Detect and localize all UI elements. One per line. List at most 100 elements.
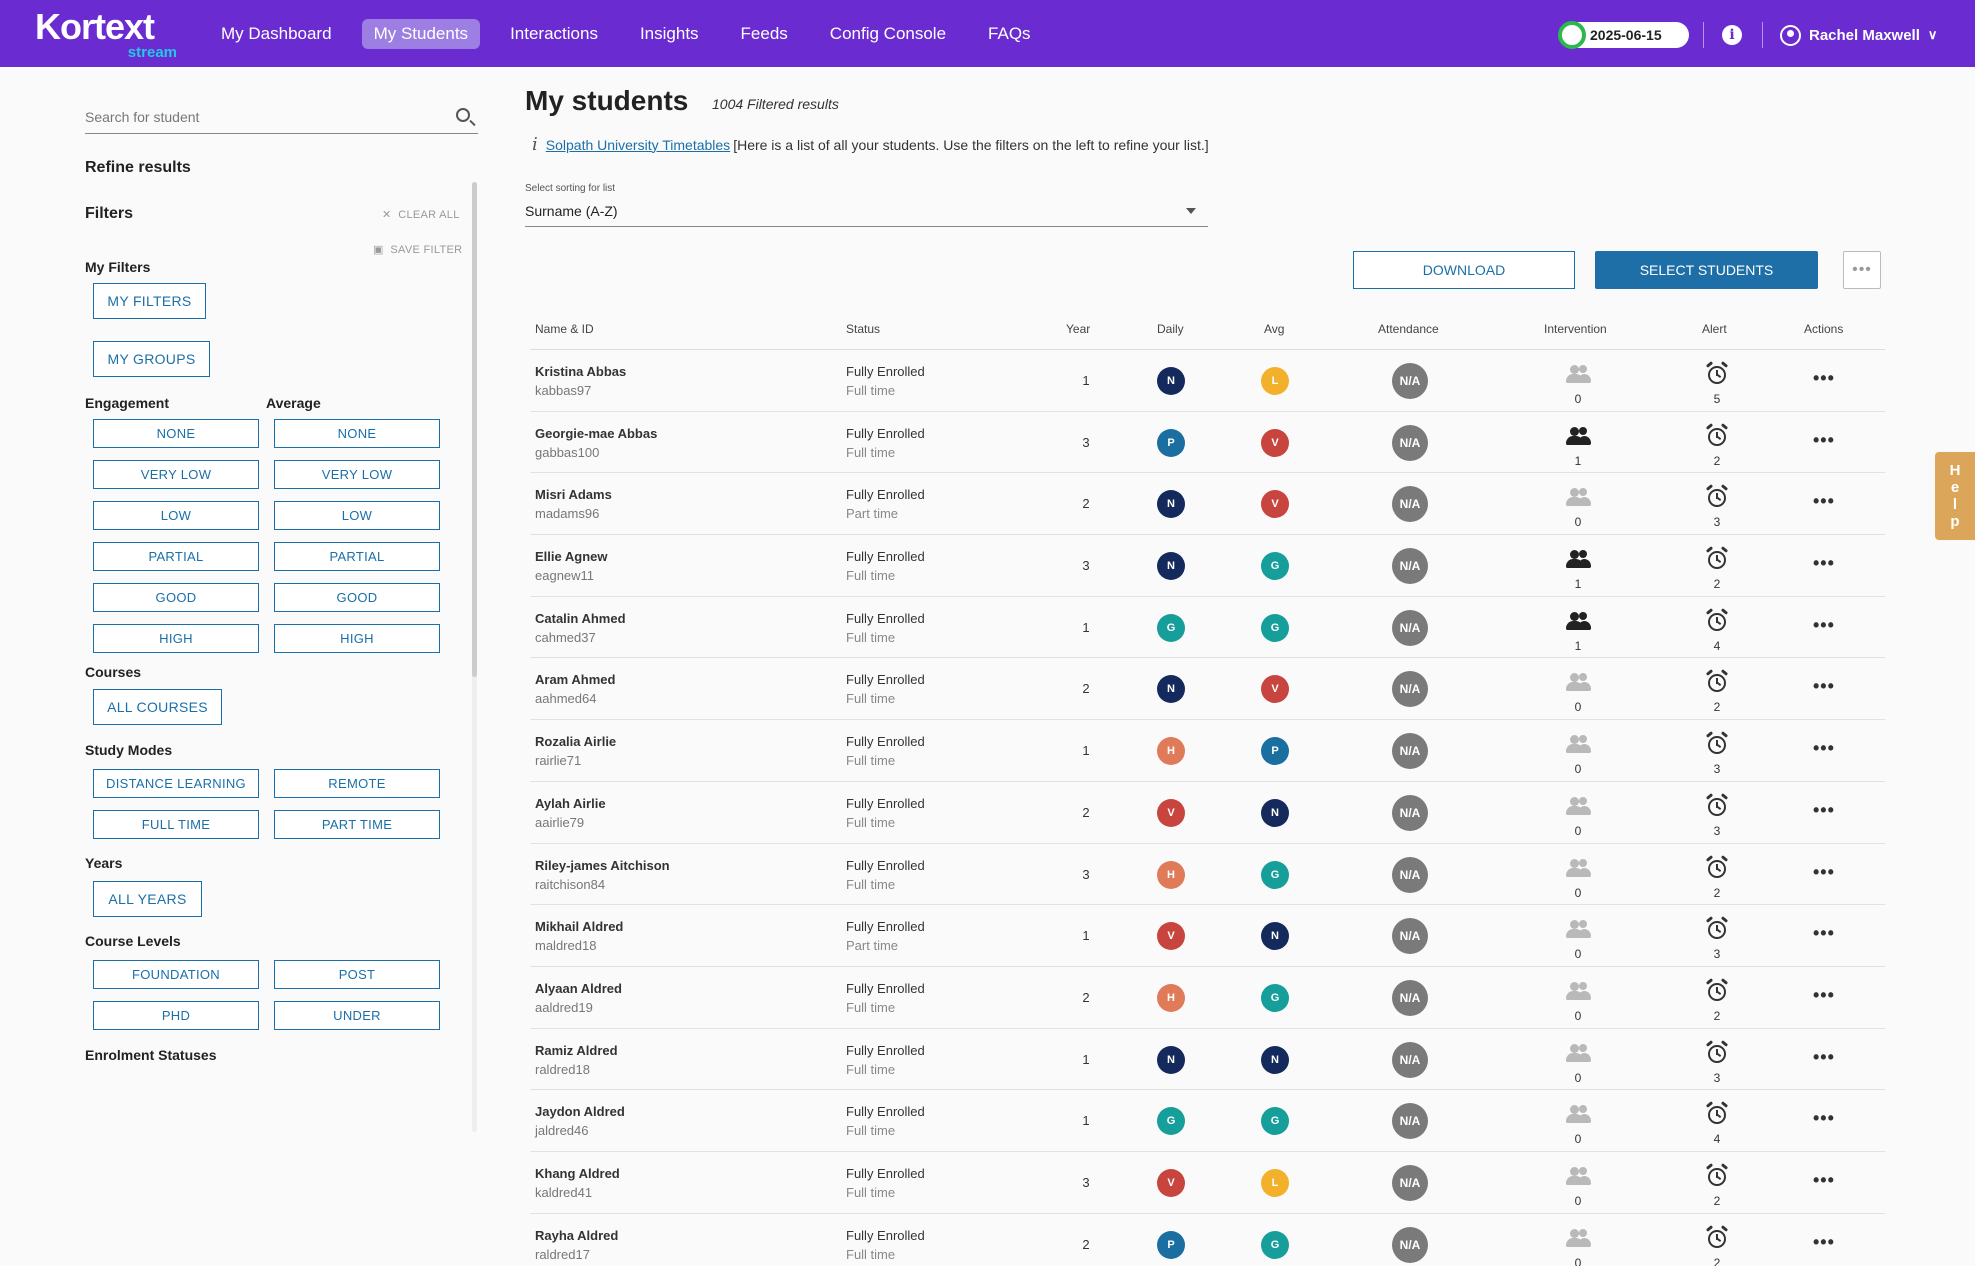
intervention-icon[interactable] [1560,550,1596,570]
engagement-high-button[interactable]: HIGH [93,624,259,653]
nav-insights[interactable]: Insights [639,23,699,43]
timetables-link[interactable]: Solpath University Timetables [545,136,731,153]
all-courses-button[interactable]: ALL COURSES [93,689,222,725]
alarm-clock-icon[interactable] [1705,361,1729,385]
alarm-clock-icon[interactable] [1705,607,1729,632]
alarm-clock-icon[interactable] [1705,422,1729,447]
header-year[interactable]: Year [1066,322,1091,336]
row-actions-button[interactable]: ••• [1813,1108,1835,1129]
course-level-phd-button[interactable]: PHD [93,1001,259,1030]
row-actions-button[interactable]: ••• [1813,1046,1835,1067]
row-actions-button[interactable]: ••• [1813,553,1835,574]
course-level-foundation-button[interactable]: FOUNDATION [93,960,259,989]
table-row[interactable]: Khang Aldred kaldred41 Fully Enrolled Full … [530,1152,1885,1214]
mode-part-time-button[interactable]: PART TIME [274,810,440,839]
header-actions[interactable]: Actions [1804,322,1844,336]
date-selector[interactable]: 2025-06-15 [1558,21,1689,49]
student-name[interactable]: Ramiz Aldred [535,1042,618,1058]
nav-config-console[interactable]: Config Console [829,23,947,43]
table-row[interactable]: Mikhail Aldred maldred18 Fully Enrolled Par… [530,905,1885,967]
student-name[interactable]: Kristina Abbas [535,364,627,379]
all-years-button[interactable]: ALL YEARS [93,881,202,917]
table-row[interactable]: Alyaan Aldred aaldred19 Fully Enrolled Full… [530,967,1885,1029]
header-attendance[interactable]: Attendance [1378,322,1439,336]
nav-interactions[interactable]: Interactions [510,23,598,43]
table-row[interactable]: Rayha Aldred raldred17 Fully Enrolled Full … [530,1214,1885,1266]
row-actions-button[interactable]: ••• [1813,738,1835,759]
intervention-icon[interactable] [1560,796,1596,817]
table-row[interactable]: Aram Ahmed aahmed64 Fully Enrolled Full tim… [530,658,1885,721]
alarm-clock-icon[interactable] [1705,546,1729,570]
intervention-icon[interactable] [1560,673,1596,693]
intervention-icon[interactable] [1560,1166,1596,1187]
row-actions-button[interactable]: ••• [1813,491,1835,512]
row-actions-button[interactable]: ••• [1813,429,1835,450]
table-row[interactable]: Riley-james Aitchison raitchison84 Fully E… [530,844,1885,906]
intervention-icon[interactable] [1560,426,1596,447]
alarm-clock-icon[interactable] [1705,669,1729,693]
engagement-very-low-button[interactable]: VERY LOW [93,460,259,489]
intervention-icon[interactable] [1560,858,1596,879]
sort-select[interactable]: Surname (A-Z) [525,199,1208,227]
row-actions-button[interactable]: ••• [1813,799,1835,820]
alarm-clock-icon[interactable] [1705,854,1729,879]
header-name-id[interactable]: Name & ID [535,322,594,336]
student-name[interactable]: Jaydon Aldred [535,1104,625,1120]
student-name[interactable]: Aylah Airlie [535,795,606,811]
average-partial-button[interactable]: PARTIAL [274,542,440,571]
student-name[interactable]: Ellie Agnew [535,549,608,565]
average-high-button[interactable]: HIGH [274,624,440,653]
my-groups-button[interactable]: MY GROUPS [93,341,210,377]
row-actions-button[interactable]: ••• [1813,676,1835,697]
student-name[interactable]: Rayha Aldred [535,1227,619,1243]
student-name[interactable]: Rozalia Airlie [535,734,617,750]
mode-full-time-button[interactable]: FULL TIME [93,810,259,839]
sidebar-scrollbar[interactable] [472,182,477,677]
intervention-icon[interactable] [1560,1105,1596,1125]
search-icon[interactable] [456,108,470,122]
search-input[interactable] [85,102,435,132]
intervention-icon[interactable] [1560,1043,1596,1064]
nav-faqs[interactable]: FAQs [988,23,1031,43]
student-name[interactable]: Alyaan Aldred [535,980,622,996]
alarm-clock-icon[interactable] [1705,977,1729,1002]
engagement-none-button[interactable]: NONE [93,419,259,448]
student-name[interactable]: Georgie-mae Abbas [535,425,658,441]
header-daily[interactable]: Daily [1157,322,1184,336]
row-actions-button[interactable]: ••• [1813,614,1835,635]
average-low-button[interactable]: LOW [274,501,440,530]
intervention-icon[interactable] [1560,920,1596,940]
student-name[interactable]: Mikhail Aldred [535,919,624,935]
table-row[interactable]: Georgie-mae Abbas gabbas100 Fully Enrolled… [530,412,1885,474]
header-intervention[interactable]: Intervention [1544,322,1607,336]
mode-remote-button[interactable]: REMOTE [274,769,440,798]
alarm-clock-icon[interactable] [1705,1163,1729,1187]
course-level-post-button[interactable]: POST [274,960,440,989]
nav-my-dashboard[interactable]: My Dashboard [221,23,332,43]
more-options-button[interactable]: ••• [1843,251,1881,289]
row-actions-button[interactable]: ••• [1813,923,1835,944]
student-name[interactable]: Riley-james Aitchison [535,857,670,873]
nav-my-students[interactable]: My Students [361,18,481,49]
table-row[interactable]: Jaydon Aldred jaldred46 Fully Enrolled Full… [530,1090,1885,1152]
alarm-clock-icon[interactable] [1705,1101,1729,1125]
table-row[interactable]: Rozalia Airlie rairlie71 Fully Enrolled Ful… [530,720,1885,782]
intervention-icon[interactable] [1560,981,1596,1002]
row-actions-button[interactable]: ••• [1813,861,1835,882]
alarm-clock-icon[interactable] [1705,1039,1729,1064]
user-menu[interactable]: Rachel Maxwell ∨ [1780,22,1937,48]
alarm-clock-icon[interactable] [1705,792,1729,817]
intervention-icon[interactable] [1560,611,1596,632]
clear-all-button[interactable]: ✕ CLEAR ALL [382,208,460,221]
info-icon[interactable]: i [1722,25,1742,45]
table-row[interactable]: Misri Adams madams96 Fully Enrolled Part ti… [530,473,1885,536]
table-row[interactable]: Kristina Abbas kabbas97 Fully Enrolled Full… [530,350,1885,412]
row-actions-button[interactable]: ••• [1813,984,1835,1005]
course-level-under-button[interactable]: UNDER [274,1001,440,1030]
my-filters-button[interactable]: MY FILTERS [93,283,206,319]
row-actions-button[interactable]: ••• [1813,1169,1835,1190]
kortext-logo[interactable]: Kortext stream [35,9,185,62]
engagement-partial-button[interactable]: PARTIAL [93,542,259,571]
intervention-icon[interactable] [1560,488,1596,508]
